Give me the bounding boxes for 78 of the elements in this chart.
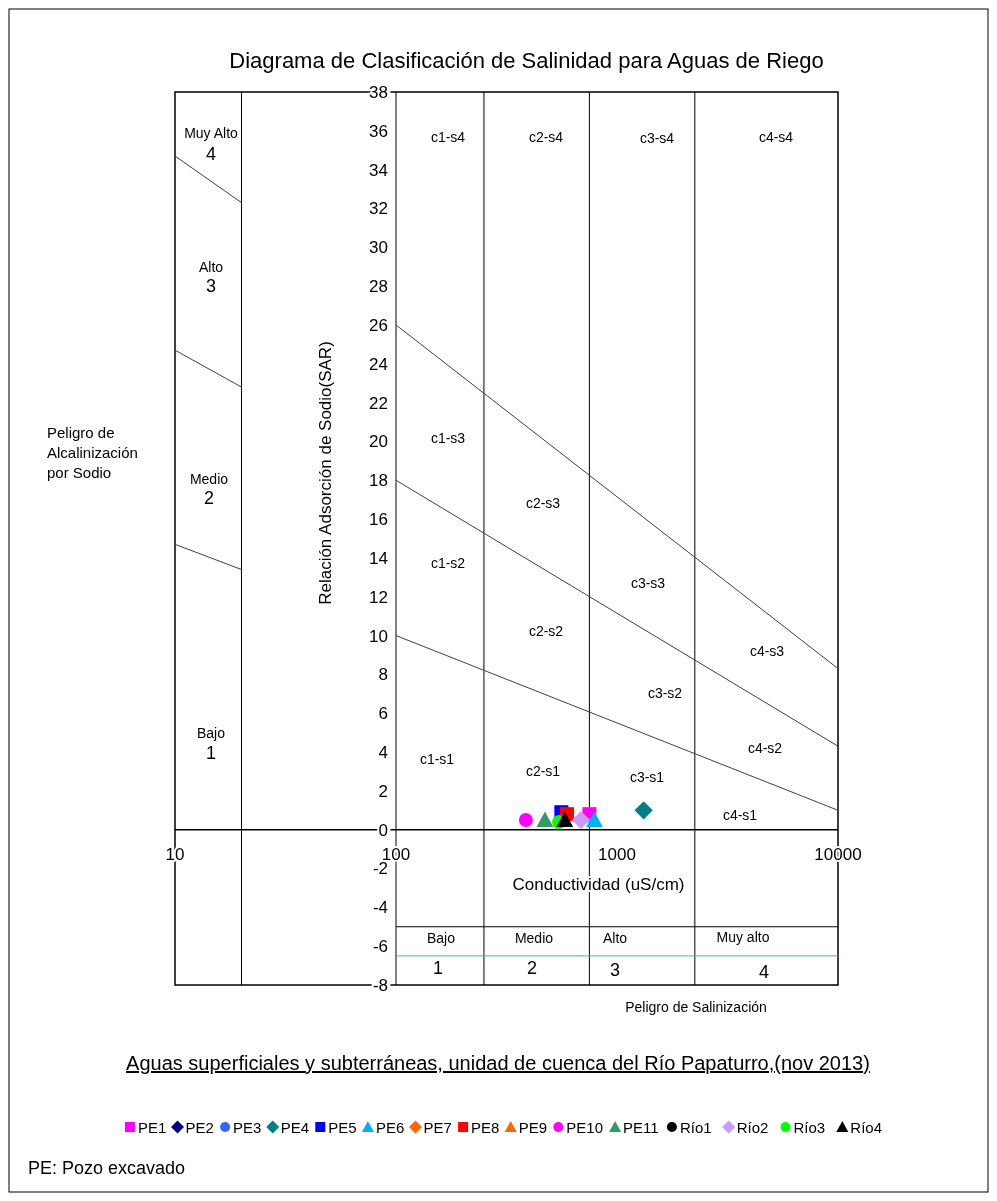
annotation: c4-s4 [758,129,794,145]
text: Aguas superficiales y subterráneas, unidad de cuenca del Río Papaturro,(nov 2013) [126,1052,870,1074]
y-tick-label: 36 [369,121,388,141]
annotation: c2-s4 [528,129,564,145]
chart-title: Diagrama de Clasificación de Salinidad para Aguas de Riego [229,48,824,73]
annotation: Alto [198,259,224,275]
annotation: 3 [205,276,217,296]
annotation: 4 [205,144,217,164]
y-axis-title: Relación Adsorción de Sodio(SAR) [316,341,335,605]
annotation: Bajo [426,930,456,946]
legend-label: PE11 [623,1119,659,1136]
legend-label: PE9 [518,1119,548,1136]
annotation: Medio [514,930,554,946]
annotation: c1-s2 [430,555,466,571]
y-tick-label: 34 [369,160,388,180]
legend-label: Río3 [793,1119,826,1136]
legend-label: PE6 [375,1119,405,1136]
y-tick-label: 6 [378,704,388,724]
y-tick-label: 14 [369,548,388,568]
y-tick-label: 12 [369,587,388,607]
annotation: 2 [526,958,538,978]
legend-label: PE3 [233,1119,262,1136]
y-tick-label: -6 [372,937,388,957]
y-tick-label: 18 [369,471,388,491]
annotation: 3 [609,960,621,980]
y-tick-label: 20 [369,432,388,452]
text: Peligro de Salinización [625,999,767,1015]
annotation: c3-s4 [639,130,675,146]
y-tick-label: 38 [369,82,388,102]
y-tick-label: 16 [369,510,388,530]
annotation: c1-s1 [419,751,455,767]
y-tick-label: 0 [378,820,388,840]
y-tick-label: -4 [372,898,388,918]
y-tick-label: 30 [369,238,388,258]
annotation: 2 [203,488,215,508]
y-tick-label: 22 [369,393,388,413]
annotation: c2-s1 [525,763,561,779]
annotation: Bajo [196,725,226,741]
y-tick-label: 4 [378,742,388,762]
legend-label: PE2 [185,1119,214,1136]
y-tick-label: 26 [369,315,388,335]
annotation: c4-s3 [749,643,785,659]
annotation: c3-s1 [629,769,665,785]
legend-label: PE8 [471,1119,500,1136]
y-tick-label: -2 [372,859,388,879]
y-tick-label: 10 [369,626,388,646]
legend-label: Río4 [850,1119,882,1136]
annotation: c2-s2 [528,623,564,639]
annotation: c1-s4 [430,129,466,145]
annotation: Alto [602,930,628,946]
annotation: Muy Alto [184,125,239,141]
legend-label: PE5 [328,1119,357,1136]
text: PE: Pozo excavado [28,1158,186,1178]
annotation: 4 [758,962,770,982]
y-tick-label: 8 [378,665,388,685]
y-tick-label: 32 [369,199,388,219]
legend-label: Río1 [679,1119,712,1136]
annotation: 1 [205,743,217,763]
legend-label: PE7 [423,1119,452,1136]
legend-label: PE1 [137,1119,167,1136]
annotation: Muy alto [716,929,770,945]
x-tick-label: 1000 [598,844,636,864]
annotation: Medio [189,471,229,487]
annotation: c3-s3 [630,575,666,591]
annotation: c3-s2 [647,685,683,701]
legend-label: PE4 [280,1119,310,1136]
y-tick-label: 24 [369,354,388,374]
annotation: c4-s2 [747,740,783,756]
annotation: c1-s3 [430,430,466,446]
y-tick-label: 28 [369,277,388,297]
text: Peligro de Alcalinización por Sodio [47,424,138,481]
annotation: c4-s1 [722,807,758,823]
annotation: c2-s3 [525,495,561,511]
legend-label: Río2 [736,1119,769,1136]
annotation: 1 [432,958,444,978]
legend-label: PE10 [566,1119,603,1136]
y-tick-label: 2 [378,781,388,801]
y-tick-label: -8 [372,975,388,995]
